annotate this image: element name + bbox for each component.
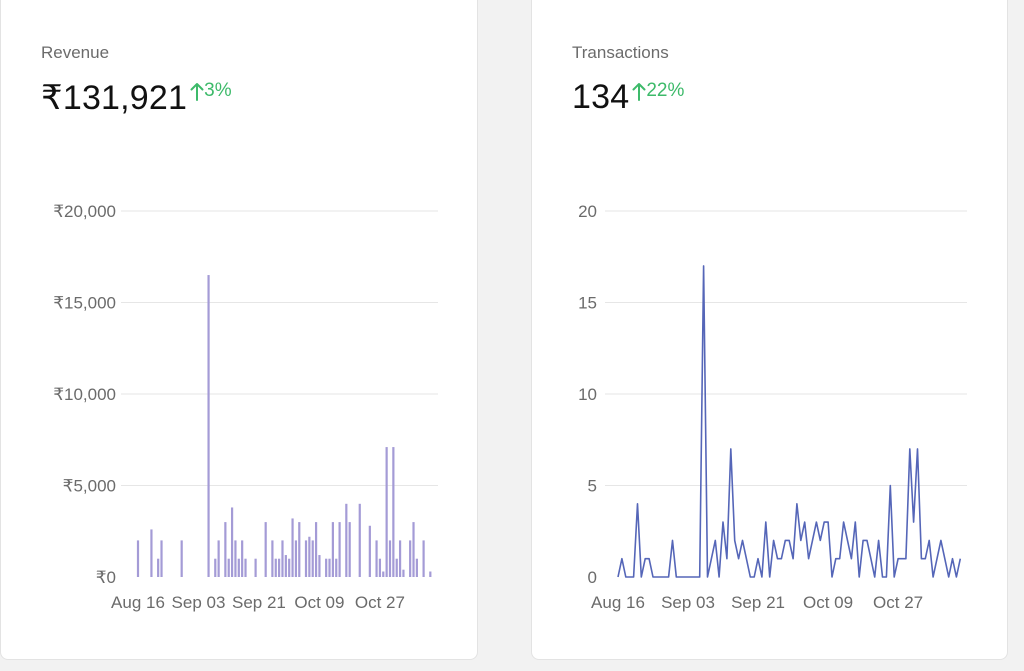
revenue-bar	[254, 558, 257, 577]
x-tick-label: Oct 27	[355, 593, 405, 612]
transactions-delta-text: 22%	[646, 80, 685, 101]
revenue-bar	[314, 522, 318, 577]
transactions-card: Transactions 134 22% 0 5 10 15 20 Aug 16 Sep 0…	[531, 0, 1008, 660]
y-tick-label: ₹10,000	[53, 385, 116, 404]
y-tick-label: 15	[578, 294, 597, 313]
x-tick-label: Sep 21	[731, 593, 785, 612]
revenue-bar	[294, 540, 298, 577]
transactions-line-chart: 0 5 10 15 20 Aug 16 Sep 03 Sep 21 Oct 09 Oct 27	[578, 202, 967, 612]
revenue-delta-text: 3%	[204, 80, 232, 101]
revenue-bar	[422, 540, 425, 577]
revenue-bar	[227, 558, 230, 577]
revenue-bar	[338, 522, 341, 577]
revenue-bar	[304, 540, 308, 577]
transactions-value-row: 134 22%	[572, 78, 684, 117]
revenue-bar-chart: ₹0 ₹5,000 ₹10,000 ₹15,000 ₹20,000 Aug 16 Sep 0…	[53, 202, 438, 612]
revenue-bar	[291, 518, 294, 577]
y-tick-label: 5	[588, 477, 597, 496]
revenue-bar	[278, 558, 281, 577]
revenue-bar	[382, 571, 385, 577]
y-tick-label: ₹15,000	[53, 294, 116, 313]
revenue-bar	[409, 540, 412, 577]
revenue-bar	[331, 522, 334, 577]
revenue-bar	[180, 540, 183, 577]
x-tick-label: Oct 27	[873, 593, 923, 612]
x-tick-label: Sep 03	[172, 593, 226, 612]
revenue-bar	[224, 522, 227, 577]
revenue-bar	[325, 558, 328, 577]
revenue-bar	[157, 558, 160, 577]
revenue-bar	[375, 540, 378, 577]
revenue-bar	[274, 558, 277, 577]
revenue-bar	[288, 558, 291, 577]
revenue-bar	[429, 571, 432, 577]
revenue-value-row: ₹131,921 3%	[41, 78, 232, 118]
revenue-bar	[241, 540, 244, 577]
revenue-bar	[328, 558, 331, 577]
transactions-label: Transactions	[572, 43, 669, 62]
transactions-delta: 22%	[632, 80, 684, 102]
revenue-bar	[284, 555, 287, 577]
x-tick-label: Oct 09	[803, 593, 853, 612]
revenue-bar	[298, 522, 301, 577]
revenue-bar	[308, 536, 311, 577]
revenue-bar	[388, 540, 392, 577]
revenue-bar	[311, 540, 314, 577]
revenue-bar	[150, 529, 153, 577]
x-tick-label: Aug 16	[111, 593, 165, 612]
revenue-bar	[207, 275, 210, 577]
revenue-bar	[378, 558, 382, 577]
x-tick-label: Sep 21	[232, 593, 286, 612]
revenue-delta: 3%	[190, 80, 232, 102]
y-tick-label: ₹5,000	[63, 477, 116, 496]
y-tick-label: ₹0	[96, 568, 116, 587]
revenue-bar	[415, 558, 418, 577]
revenue-bar	[345, 503, 348, 577]
revenue-bar	[214, 558, 217, 577]
revenue-bar	[160, 540, 163, 577]
revenue-bar	[264, 522, 267, 577]
revenue-bar	[234, 540, 237, 577]
revenue-bar	[318, 555, 321, 577]
revenue-bar	[281, 540, 284, 577]
transactions-line	[617, 265, 962, 578]
y-tick-label: 20	[578, 202, 597, 221]
revenue-bar	[335, 558, 338, 577]
revenue-bar	[368, 525, 371, 577]
revenue-bar	[244, 558, 247, 577]
y-tick-label: ₹20,000	[53, 202, 116, 221]
revenue-bar	[385, 447, 388, 577]
revenue-bar	[402, 569, 405, 577]
revenue-bar	[237, 558, 240, 577]
transactions-value: 134	[572, 78, 630, 116]
y-tick-label: 10	[578, 385, 597, 404]
revenue-bar	[348, 522, 351, 577]
x-tick-label: Sep 03	[661, 593, 715, 612]
y-tick-label: 0	[588, 568, 597, 587]
revenue-bar	[271, 540, 274, 577]
revenue-bar	[217, 540, 220, 577]
arrow-up-icon	[632, 83, 646, 101]
revenue-card: Revenue ₹131,921 3% ₹0 ₹5,000 ₹10,000 ₹15,0…	[0, 0, 478, 660]
revenue-bar	[358, 503, 361, 577]
revenue-label: Revenue	[41, 43, 110, 62]
x-tick-label: Aug 16	[591, 593, 645, 612]
revenue-bar	[230, 507, 234, 577]
revenue-bar	[398, 540, 402, 577]
x-tick-label: Oct 09	[294, 593, 344, 612]
revenue-bar	[392, 447, 395, 577]
revenue-value: ₹131,921	[41, 79, 188, 117]
revenue-bar	[395, 558, 398, 577]
revenue-bar	[412, 522, 415, 577]
revenue-bar	[136, 540, 140, 577]
arrow-up-icon	[190, 83, 204, 101]
